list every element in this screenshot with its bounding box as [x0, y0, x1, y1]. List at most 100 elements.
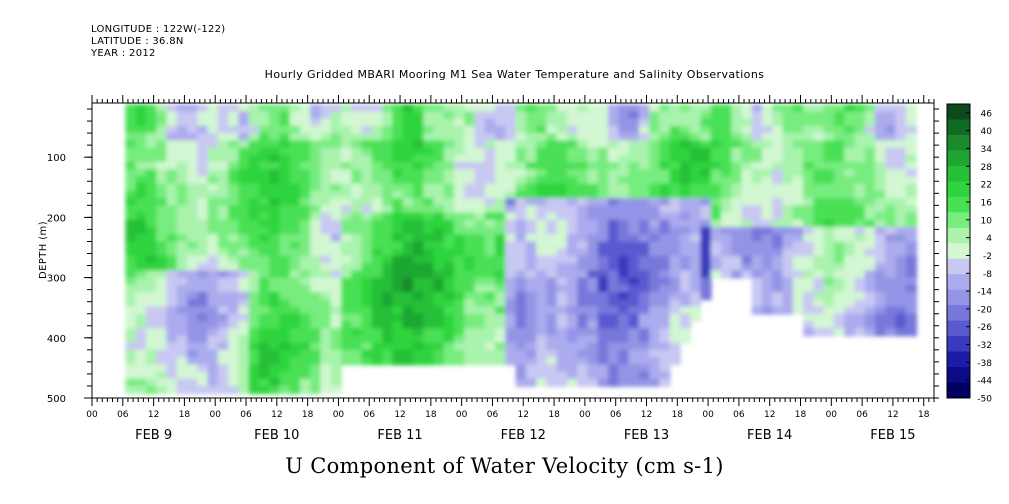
velocity-cell	[587, 349, 599, 358]
velocity-cell	[864, 140, 876, 149]
colorbar-label: 28	[981, 163, 993, 173]
velocity-cell	[762, 277, 774, 286]
velocity-cell	[546, 190, 558, 200]
velocity-cell	[556, 292, 568, 301]
velocity-cell	[690, 198, 702, 207]
velocity-cell	[566, 205, 579, 214]
velocity-cell	[176, 169, 188, 178]
velocity-cell	[505, 349, 517, 358]
velocity-cell	[720, 205, 733, 214]
velocity-cell	[525, 154, 538, 163]
velocity-cell	[597, 313, 609, 322]
velocity-cell	[628, 320, 640, 330]
velocity-cell	[176, 292, 188, 301]
velocity-cell	[269, 227, 281, 236]
velocity-cell	[505, 263, 517, 272]
velocity-cell	[289, 212, 301, 221]
velocity-cell	[649, 212, 661, 221]
velocity-cell	[310, 234, 322, 243]
velocity-cell	[156, 198, 168, 207]
velocity-cell	[833, 125, 846, 135]
velocity-cell	[228, 154, 240, 163]
velocity-cell	[464, 306, 476, 315]
velocity-cell	[464, 328, 476, 337]
velocity-cell	[659, 320, 671, 330]
velocity-cell	[792, 169, 805, 178]
velocity-cell	[310, 183, 322, 192]
velocity-cell	[125, 169, 137, 178]
velocity-cell	[484, 292, 497, 301]
velocity-cell	[156, 248, 168, 257]
velocity-cell	[669, 313, 681, 322]
velocity-cell	[803, 125, 815, 135]
velocity-cell	[217, 248, 230, 257]
velocity-cell	[433, 104, 445, 113]
velocity-cell	[341, 183, 353, 192]
velocity-cell	[659, 219, 671, 228]
velocity-cell	[145, 342, 158, 351]
velocity-cell	[310, 205, 322, 214]
velocity-cell	[536, 118, 548, 127]
velocity-cell	[289, 198, 301, 207]
velocity-cell	[741, 205, 753, 214]
velocity-cell	[875, 118, 887, 127]
velocity-cell	[330, 263, 342, 272]
velocity-cell	[207, 292, 219, 301]
velocity-cell	[864, 133, 876, 142]
velocity-cell	[495, 313, 507, 322]
velocity-cell	[412, 234, 425, 243]
velocity-cell	[895, 227, 907, 236]
velocity-cell	[330, 386, 342, 395]
velocity-cell	[720, 111, 733, 120]
velocity-cell	[371, 306, 384, 315]
velocity-cell	[515, 212, 527, 221]
velocity-cell	[156, 190, 168, 200]
velocity-cell	[484, 198, 497, 207]
velocity-cell	[659, 299, 671, 308]
velocity-cell	[289, 169, 301, 178]
velocity-cell	[618, 140, 630, 149]
velocity-cell	[741, 227, 753, 236]
velocity-cell	[248, 198, 260, 207]
velocity-cell	[269, 205, 281, 214]
velocity-cell	[258, 248, 271, 257]
velocity-cell	[638, 190, 651, 200]
velocity-cell	[341, 169, 353, 178]
velocity-cell	[782, 183, 794, 192]
velocity-cell	[495, 299, 507, 308]
velocity-cell	[618, 234, 630, 243]
velocity-cell	[258, 227, 271, 236]
velocity-cell	[803, 299, 815, 308]
velocity-cell	[187, 357, 199, 366]
velocity-cell	[228, 371, 240, 380]
velocity-cell	[341, 335, 353, 344]
velocity-cell	[258, 234, 271, 243]
velocity-cell	[176, 270, 188, 279]
velocity-cell	[320, 212, 332, 221]
x-day-label: FEB 14	[747, 428, 792, 443]
velocity-cell	[608, 140, 620, 149]
x-tick-label: 06	[117, 410, 129, 420]
velocity-cell	[546, 205, 558, 214]
velocity-cell	[505, 292, 517, 301]
velocity-cell	[895, 104, 907, 113]
velocity-cell	[823, 162, 835, 171]
velocity-cell	[341, 292, 353, 301]
velocity-cell	[515, 169, 527, 178]
colorbar-swatch	[947, 336, 970, 353]
velocity-cell	[166, 111, 178, 120]
velocity-cell	[125, 284, 137, 293]
velocity-cell	[844, 277, 856, 286]
velocity-cell	[207, 133, 219, 142]
velocity-cell	[330, 104, 342, 113]
velocity-cell	[310, 198, 322, 207]
velocity-cell	[412, 335, 425, 344]
velocity-cell	[813, 227, 825, 236]
velocity-cell	[803, 169, 815, 178]
velocity-cell	[525, 104, 538, 113]
velocity-cell	[258, 162, 271, 171]
velocity-cell	[741, 219, 753, 228]
velocity-cell	[505, 219, 517, 228]
velocity-cell	[741, 270, 753, 279]
velocity-cell	[772, 219, 784, 228]
